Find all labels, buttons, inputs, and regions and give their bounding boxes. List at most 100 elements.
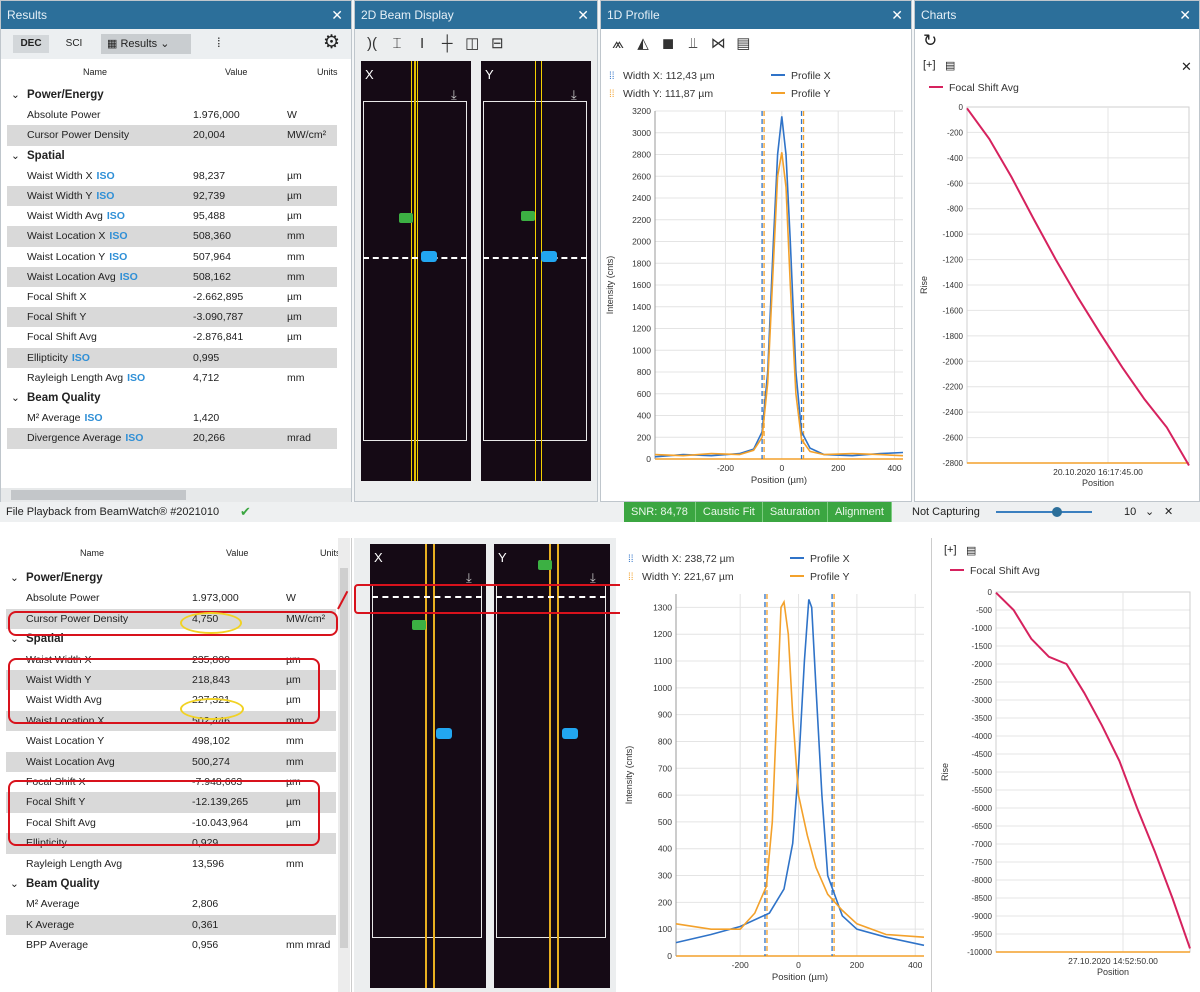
iso-badge[interactable]: ISO	[71, 351, 90, 364]
width-cursor-icon[interactable]: ⌶	[392, 35, 402, 52]
beam-center-line	[414, 61, 416, 481]
results-scrollbar[interactable]	[338, 538, 350, 992]
cursor-line[interactable]	[496, 596, 606, 598]
row-name: Focal Shift Y	[26, 796, 86, 809]
capturing-status: Not Capturing	[912, 506, 980, 518]
beam-view-y[interactable]: Y ⤓	[481, 61, 591, 481]
focal-shift-chart[interactable]: Focal Shift Avg 0 -200 -400 -600 -800 -1000 -12…	[915, 77, 1199, 501]
chevron-down-icon[interactable]: ⌄	[10, 572, 19, 584]
dec-button[interactable]: DEC	[13, 35, 49, 53]
profile-fit-icon[interactable]: ⋈	[710, 35, 726, 52]
row-name: Focal Shift X	[26, 776, 86, 788]
profile-chart[interactable]: Width X: 238,72 µm Width Y: 221,67 µm ⁞⁞ ⁞⁞…	[620, 546, 932, 992]
document-icon[interactable]: ▤	[945, 60, 956, 72]
scrollbar-thumb[interactable]	[11, 490, 186, 500]
beam-view-y[interactable]: Y ⤓	[494, 544, 610, 988]
row-name: Cursor Power Density	[27, 129, 130, 142]
column-value[interactable]: Value	[226, 548, 249, 558]
highlight-waist-width	[8, 658, 320, 724]
results-dropdown[interactable]: ▦ Results ⌄	[101, 34, 191, 54]
close-icon[interactable]: ✕	[577, 7, 589, 23]
scrollbar-thumb[interactable]	[340, 568, 348, 948]
green-marker[interactable]	[538, 560, 552, 570]
chevron-down-icon[interactable]: ⌄	[10, 633, 19, 646]
profile-overlay-icon[interactable]: ⫫	[688, 35, 698, 52]
blue-marker[interactable]	[421, 251, 437, 262]
results-table: ⌄ Power/Energy Absolute Power 1.973,000 W Cur…	[0, 568, 350, 988]
speed-slider[interactable]	[996, 511, 1092, 513]
column-value[interactable]: Value	[225, 67, 248, 77]
focal-shift-chart[interactable]: Focal Shift Avg 0 -500 -1000 -1500 -2000 -2500…	[936, 560, 1198, 990]
iso-badge[interactable]: ISO	[119, 270, 138, 283]
gear-icon[interactable]: ⚙	[323, 32, 341, 53]
document-icon[interactable]: ▤	[966, 545, 977, 557]
iso-badge[interactable]: ISO	[109, 250, 128, 263]
iso-badge[interactable]: ISO	[109, 230, 128, 243]
iso-badge[interactable]: ISO	[127, 371, 146, 384]
row-unit: mm	[287, 371, 305, 384]
beam-view-x[interactable]: X ⤓	[361, 61, 471, 481]
blue-marker[interactable]	[541, 251, 557, 262]
chevron-down-icon[interactable]: ⌄	[1145, 506, 1155, 518]
row-value: 92,739	[193, 190, 226, 202]
close-icon[interactable]: ✕	[1164, 506, 1174, 518]
column-name[interactable]: Name	[80, 548, 105, 558]
chevron-down-icon[interactable]: ⌄	[11, 89, 20, 101]
beam-cursor-icon[interactable]: I	[420, 35, 425, 52]
iso-badge[interactable]: ISO	[125, 432, 144, 445]
cursor-line[interactable]	[372, 596, 482, 598]
iso-badge[interactable]: ISO	[96, 190, 115, 202]
row-value: 1.976,000	[193, 109, 240, 122]
iso-badge[interactable]: ISO	[106, 210, 125, 223]
chevron-down-icon[interactable]: ⌄	[11, 149, 20, 162]
close-icon[interactable]: ✕	[1181, 59, 1192, 74]
column-name[interactable]: Name	[83, 67, 108, 77]
profile-line-icon[interactable]: ⩕	[612, 35, 624, 52]
green-marker[interactable]	[412, 620, 426, 630]
count-select[interactable]: 10	[1124, 506, 1137, 518]
cursor-line[interactable]	[483, 257, 587, 259]
close-icon[interactable]: ✕	[331, 7, 343, 23]
split-vertical-icon[interactable]: ◫	[465, 35, 480, 52]
profile-area-icon[interactable]: ◭	[637, 35, 649, 52]
y-tick-label: -4500	[972, 750, 993, 759]
close-icon[interactable]: ✕	[891, 7, 903, 23]
refresh-icon[interactable]: ↻	[923, 31, 938, 50]
slider-thumb[interactable]	[1052, 507, 1062, 517]
chevron-down-icon[interactable]: ⌄	[10, 878, 19, 890]
green-marker[interactable]	[399, 213, 413, 223]
table-row: Focal Shift Y -12.139,265 µm	[6, 792, 336, 813]
column-units[interactable]: Units	[320, 548, 341, 558]
chevron-down-icon[interactable]: ⌄	[11, 392, 20, 404]
profile-filled-icon[interactable]: ◼	[661, 35, 675, 52]
crosshair-icon[interactable]: ┼	[441, 35, 453, 52]
arrow-down-icon[interactable]: ⤓	[590, 570, 596, 585]
caustic-icon[interactable]: )(	[367, 35, 377, 52]
blue-marker[interactable]	[436, 728, 452, 739]
iso-badge[interactable]: ISO	[84, 412, 103, 425]
beam-view-x[interactable]: X ⤓	[370, 544, 486, 988]
green-marker[interactable]	[521, 211, 535, 221]
arrow-down-icon[interactable]: ⤓	[466, 570, 472, 585]
arrow-down-icon[interactable]: ⤓	[571, 87, 577, 102]
y-axis-label: Intensity (cnts)	[605, 256, 615, 315]
expand-icon[interactable]: [+]	[923, 59, 936, 71]
results-scrollbar[interactable]	[1, 488, 351, 502]
profile-chart[interactable]: Width X: 112,43 µm Width Y: 111,87 µm ⁞⁞ ⁞⁞…	[601, 63, 911, 501]
blue-marker[interactable]	[562, 728, 578, 739]
table-row: Focal Shift Y -3.090,787 µm	[7, 307, 337, 328]
close-icon[interactable]: ✕	[1179, 7, 1191, 23]
more-icon[interactable]: ⁞	[217, 35, 221, 50]
iso-badge[interactable]: ISO	[96, 169, 115, 182]
sci-button[interactable]: SCI	[65, 38, 83, 49]
table-row: Waist Width Avg ISO 95,488 µm	[7, 206, 337, 226]
arrow-down-icon[interactable]: ⤓	[451, 87, 457, 102]
expand-icon[interactable]: [+]	[944, 544, 957, 556]
row-value: 507,964	[193, 250, 231, 263]
column-units[interactable]: Units	[317, 67, 338, 77]
cursor-line[interactable]	[363, 257, 467, 259]
split-horizontal-icon[interactable]: ⊟	[491, 35, 504, 52]
snr-indicator: SNR: 84,78	[624, 502, 696, 522]
document-icon[interactable]: ▤	[736, 35, 751, 52]
y-tick-label: 1300	[653, 602, 672, 612]
